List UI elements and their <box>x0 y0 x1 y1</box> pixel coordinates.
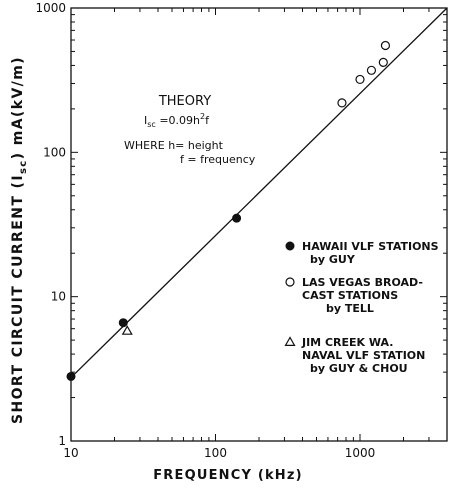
legend-entry-text: LAS VEGAS BROAD- <box>302 276 423 289</box>
x-tick-label: 100 <box>204 446 227 460</box>
y-tick-label: 100 <box>43 145 66 159</box>
legend-marker-open-circle <box>285 277 295 287</box>
legend-marker-filled-circle <box>285 241 295 251</box>
y-tick-label: 1 <box>58 434 66 448</box>
y-tick-label: 1000 <box>35 1 66 15</box>
data-point-open-circle <box>380 40 391 51</box>
theory-line-group <box>70 7 448 379</box>
annotation-formula: Isc =0.09h2f <box>144 112 210 129</box>
legend-entry-text: CAST STATIONS <box>302 289 398 302</box>
legend-entry-text: by TELL <box>326 302 374 315</box>
legend-entry-text: HAWAII VLF STATIONS <box>302 240 439 253</box>
legend-marker-open-triangle <box>284 336 296 346</box>
legend-entry-text: by GUY & CHOU <box>310 362 408 375</box>
data-point-filled-circle <box>66 371 76 381</box>
x-tick-label: 10 <box>63 446 78 460</box>
plot-frame <box>70 7 448 442</box>
data-points <box>66 40 391 381</box>
data-point-open-circle <box>378 57 388 67</box>
data-point-open-circle <box>337 98 347 108</box>
theory-line <box>70 7 448 379</box>
legend-entry-text: NAVAL VLF STATION <box>302 349 425 362</box>
annotation-where: WHERE h= height <box>124 139 224 152</box>
annotation-title: THEORY <box>158 94 211 109</box>
theory-annotation: THEORY Isc =0.09h2f WHERE h= height f = … <box>124 94 256 166</box>
y-axis-label: SHORT CIRCUIT CURRENT (Isc) mA(kV/m) <box>10 56 29 424</box>
y-tick-label: 10 <box>51 290 66 304</box>
x-axis-label: FREQUENCY (kHz) <box>153 468 303 483</box>
data-point-filled-circle <box>232 213 242 223</box>
data-point-filled-circle <box>118 318 128 328</box>
axes <box>70 7 448 442</box>
annotation-frequency: f = frequency <box>180 153 256 166</box>
data-point-open-triangle <box>121 325 133 335</box>
x-tick-label: 1000 <box>345 446 376 460</box>
legend-entry-text: JIM CREEK WA. <box>301 336 393 349</box>
data-point-open-circle <box>366 65 377 75</box>
data-point-open-circle <box>355 74 365 85</box>
legend-entry-text: by GUY <box>310 253 356 266</box>
